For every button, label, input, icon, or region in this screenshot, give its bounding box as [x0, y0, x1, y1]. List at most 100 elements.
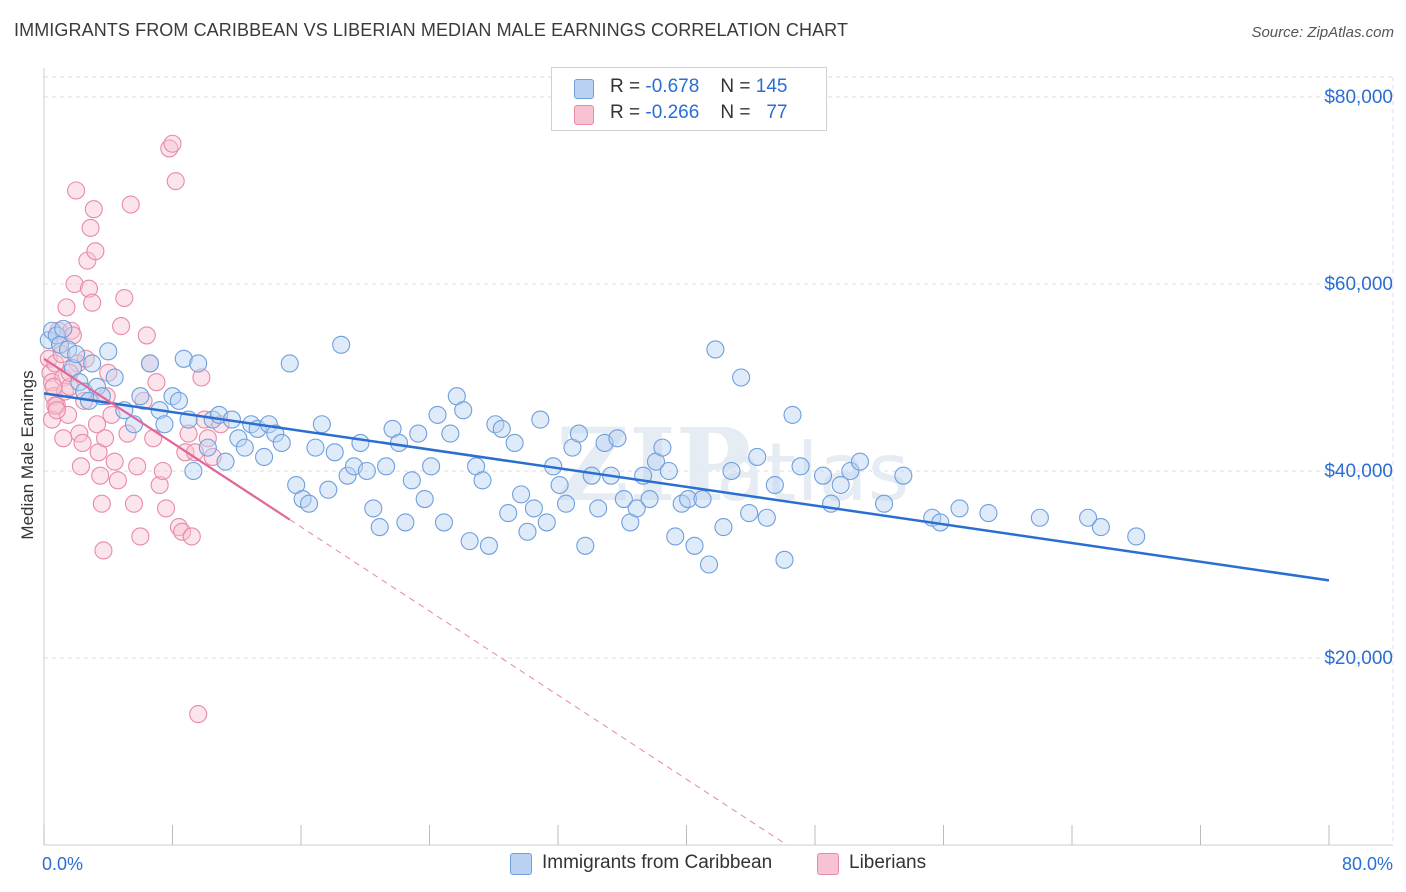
caribbean-point — [280, 354, 299, 373]
liberian-point — [57, 298, 76, 317]
caribbean-point — [791, 457, 810, 476]
caribbean-point — [537, 513, 556, 532]
caribbean-point — [319, 480, 338, 499]
caribbean-point — [229, 429, 248, 448]
x-tick-label-max: 80.0% — [1342, 854, 1393, 874]
liberian-point — [150, 475, 169, 495]
caribbean-point — [685, 536, 704, 555]
caribbean-point — [409, 424, 428, 443]
caribbean-point — [775, 550, 794, 569]
caribbean-point — [679, 489, 698, 509]
liberian-point — [47, 401, 66, 420]
liberian-point — [147, 373, 166, 392]
caribbean-point — [479, 536, 498, 555]
caribbean-point — [370, 518, 389, 537]
legend-n-label: N = — [720, 76, 751, 97]
caribbean-point — [83, 354, 102, 373]
caribbean-point — [569, 424, 588, 443]
legend-n-label: N = — [720, 102, 751, 123]
y-tick-label: $40,000 — [1324, 461, 1393, 482]
caribbean-point — [518, 522, 537, 541]
correlation-legend: R = -0.678 N = 145 R = -0.266 N = 77 — [551, 67, 827, 131]
liberian-point — [83, 293, 102, 312]
bottom-legend-swatch-pink — [817, 853, 839, 875]
liberian-point — [144, 429, 163, 448]
caribbean-point — [434, 513, 454, 532]
caribbean-point — [524, 499, 543, 518]
caribbean-point — [184, 461, 203, 481]
legend-n-value: 77 — [766, 102, 788, 123]
caribbean-point — [299, 494, 319, 513]
caribbean-point — [556, 494, 576, 513]
caribbean-point — [979, 504, 998, 523]
caribbean-point — [875, 494, 894, 513]
liberian-point — [95, 429, 115, 448]
liberian-point — [73, 433, 92, 453]
legend-r-value: -0.678 — [645, 76, 700, 97]
liberian-point — [131, 527, 150, 546]
axes — [43, 68, 1393, 846]
y-tick-label: $80,000 — [1324, 87, 1393, 108]
caribbean-point — [306, 438, 325, 457]
legend-n-value: 145 — [755, 76, 788, 97]
liberian-point — [179, 424, 198, 443]
caribbean-point — [364, 499, 383, 518]
caribbean-point — [627, 499, 646, 518]
caribbean-point — [255, 447, 274, 467]
liberian-point — [71, 457, 90, 476]
liberian-point — [86, 242, 105, 261]
caribbean-point — [266, 424, 285, 443]
liberian-point — [124, 494, 143, 513]
chart-title: IMMIGRANTS FROM CARIBBEAN VS LIBERIAN ME… — [14, 20, 849, 40]
caribbean-point — [608, 429, 627, 448]
legend-swatch-blue — [574, 79, 594, 99]
liberian-point — [173, 522, 192, 541]
caribbean-point — [1079, 508, 1098, 527]
caribbean-point — [99, 342, 118, 361]
liberian-point — [198, 429, 217, 448]
caribbean-point — [640, 489, 659, 509]
caribbean-point — [722, 461, 741, 481]
caribbean-point — [473, 471, 492, 490]
caribbean-point — [813, 466, 833, 485]
caribbean-point — [589, 499, 608, 518]
watermark-atlas: atlas — [716, 426, 909, 519]
legend-swatch-pink — [574, 105, 594, 125]
caribbean-point — [831, 475, 850, 495]
caribbean-point — [325, 443, 344, 462]
bottom-legend-label: Liberians — [849, 852, 927, 873]
caribbean-point — [396, 513, 415, 532]
caribbean-point — [492, 419, 511, 438]
caribbean-point — [699, 555, 719, 574]
liberian-point — [91, 466, 110, 485]
caribbean-trend-line — [43, 392, 1330, 582]
caribbean-point — [531, 410, 550, 429]
caribbean-point — [486, 415, 505, 434]
caribbean-point — [659, 461, 678, 481]
caribbean-point — [422, 457, 441, 476]
liberian-point — [99, 363, 118, 382]
liberian-point — [42, 410, 62, 429]
caribbean-point — [783, 405, 802, 424]
y-tick-label: $60,000 — [1324, 274, 1393, 295]
caribbean-point — [235, 438, 254, 457]
x-tick-label-min: 0.0% — [42, 854, 83, 874]
liberian-point — [189, 705, 208, 724]
liberian-trend-line — [43, 357, 291, 521]
caribbean-point — [312, 415, 331, 434]
caribbean-point — [198, 438, 217, 457]
trend-lines — [43, 357, 1330, 846]
caribbean-point — [402, 471, 421, 490]
liberian-point — [121, 195, 140, 214]
caribbean-point — [894, 466, 913, 485]
caribbean-point — [757, 508, 776, 527]
legend-r-value: -0.266 — [645, 102, 700, 123]
liberian-point — [63, 326, 82, 345]
caribbean-point — [54, 319, 73, 338]
caribbean-point — [732, 368, 751, 387]
liberians-points — [39, 134, 230, 724]
caribbean-point — [332, 335, 351, 354]
caribbean-point — [714, 518, 733, 537]
caribbean-point — [582, 466, 601, 485]
